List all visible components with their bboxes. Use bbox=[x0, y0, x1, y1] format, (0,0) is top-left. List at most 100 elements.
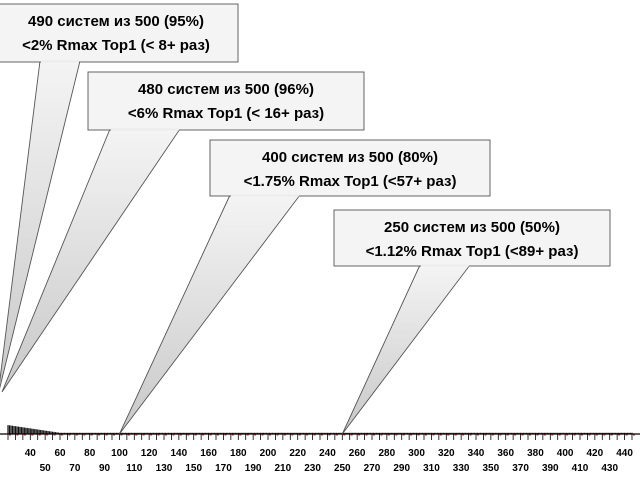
bar bbox=[16, 426, 18, 434]
bar bbox=[20, 427, 22, 434]
x-tick-label-lower: 270 bbox=[364, 463, 381, 474]
callout-2: 480 систем из 500 (96%) <6% Rmax Top1 (< … bbox=[1, 71, 365, 393]
x-tick-label-upper: 340 bbox=[468, 448, 485, 459]
x-tick-label-upper: 380 bbox=[527, 448, 544, 459]
callout-box bbox=[87, 71, 365, 131]
callout-1: 490 систем из 500 (95%) <2% Rmax Top1 (< … bbox=[0, 3, 239, 389]
bar bbox=[10, 425, 12, 434]
callout-line-2: <2% Rmax Top1 (< 8+ раз) bbox=[22, 37, 210, 54]
callout-line-1: 490 систем из 500 (95%) bbox=[28, 13, 204, 30]
bar bbox=[19, 426, 21, 434]
x-tick-label-lower: 230 bbox=[304, 463, 321, 474]
x-tick-label-lower: 190 bbox=[245, 463, 262, 474]
x-tick-label-lower: 390 bbox=[542, 463, 559, 474]
x-tick-label-upper: 260 bbox=[349, 448, 366, 459]
callout-pointer bbox=[341, 264, 471, 435]
bar bbox=[26, 427, 28, 434]
x-tick-label-upper: 300 bbox=[408, 448, 425, 459]
bar bbox=[8, 425, 11, 434]
bar bbox=[54, 432, 57, 434]
x-tick-label-lower: 370 bbox=[512, 463, 529, 474]
x-tick-label-lower: 90 bbox=[99, 463, 111, 474]
bar bbox=[14, 426, 17, 434]
x-tick-label-lower: 410 bbox=[572, 463, 589, 474]
x-tick-label-upper: 80 bbox=[84, 448, 96, 459]
bar bbox=[38, 429, 40, 434]
bar bbox=[53, 431, 55, 434]
bar bbox=[46, 430, 48, 434]
callout-4: 250 систем из 500 (50%) <1.12% Rmax Top1 … bbox=[333, 209, 611, 435]
bar bbox=[32, 428, 34, 434]
x-tick-label-upper: 120 bbox=[141, 448, 158, 459]
x-tick-label-lower: 310 bbox=[423, 463, 440, 474]
callout-box bbox=[0, 3, 239, 63]
callout-pointer bbox=[0, 60, 81, 389]
x-axis: 40 60 80 100 120 140 160 180 200 220 240 260 280 300 3… bbox=[0, 433, 640, 474]
bar bbox=[34, 429, 36, 434]
x-tick-label-upper: 140 bbox=[171, 448, 188, 459]
x-tick-label-upper: 60 bbox=[54, 448, 66, 459]
bar bbox=[13, 425, 15, 434]
bar bbox=[22, 427, 24, 434]
x-tick-label-lower: 210 bbox=[275, 463, 292, 474]
x-tick-label-lower: 290 bbox=[393, 463, 410, 474]
x-tick-label-upper: 420 bbox=[587, 448, 604, 459]
bar bbox=[43, 430, 45, 434]
callout-line-2: <1.12% Rmax Top1 (<89+ раз) bbox=[366, 243, 579, 260]
x-tick-label-upper: 360 bbox=[497, 448, 514, 459]
callouts-layer: 490 систем из 500 (95%) <2% Rmax Top1 (< … bbox=[0, 3, 611, 435]
callout-line-1: 400 систем из 500 (80%) bbox=[262, 149, 438, 166]
bar bbox=[57, 432, 60, 434]
callout-pointer bbox=[119, 194, 301, 435]
x-tick-label-upper: 440 bbox=[616, 448, 633, 459]
bar bbox=[7, 425, 9, 434]
bar bbox=[51, 431, 54, 434]
x-tick-label-upper: 280 bbox=[379, 448, 396, 459]
x-tick-label-upper: 160 bbox=[200, 448, 217, 459]
x-tick-label-upper: 40 bbox=[25, 448, 37, 459]
bar bbox=[11, 425, 14, 434]
bars-layer bbox=[7, 425, 633, 434]
bar bbox=[17, 426, 19, 434]
bar bbox=[50, 431, 52, 434]
bar bbox=[25, 427, 27, 434]
x-tick-label-lower: 430 bbox=[601, 463, 618, 474]
x-tick-label-upper: 240 bbox=[319, 448, 336, 459]
x-tick-label-upper: 220 bbox=[289, 448, 306, 459]
callout-line-1: 480 систем из 500 (96%) bbox=[138, 81, 314, 98]
x-tick-label-lower: 170 bbox=[215, 463, 232, 474]
bar bbox=[23, 427, 25, 434]
bar bbox=[47, 431, 49, 434]
callout-line-1: 250 систем из 500 (50%) bbox=[384, 219, 560, 236]
bar bbox=[35, 429, 37, 434]
bar bbox=[29, 428, 31, 434]
x-tick-label-upper: 180 bbox=[230, 448, 247, 459]
x-tick-label-lower: 330 bbox=[453, 463, 470, 474]
callout-line-2: <6% Rmax Top1 (< 16+ раз) bbox=[128, 105, 324, 122]
bar bbox=[49, 431, 51, 434]
bar bbox=[31, 428, 33, 434]
callout-3: 400 систем из 500 (80%) <1.75% Rmax Top1 … bbox=[119, 139, 491, 435]
bar bbox=[28, 428, 30, 434]
x-tick-label-upper: 320 bbox=[438, 448, 455, 459]
x-tick-label-lower: 350 bbox=[483, 463, 500, 474]
callout-line-2: <1.75% Rmax Top1 (<57+ раз) bbox=[244, 173, 457, 190]
x-tick-label-lower: 150 bbox=[185, 463, 202, 474]
bar bbox=[56, 432, 58, 434]
bar bbox=[44, 430, 46, 434]
callout-box bbox=[333, 209, 611, 267]
x-tick-label-lower: 250 bbox=[334, 463, 351, 474]
x-tick-label-upper: 400 bbox=[557, 448, 574, 459]
x-tick-label-lower: 50 bbox=[40, 463, 52, 474]
x-tick-label-lower: 110 bbox=[126, 463, 143, 474]
bar bbox=[41, 430, 43, 434]
x-tick-label-upper: 200 bbox=[260, 448, 277, 459]
x-tick-label-lower: 70 bbox=[69, 463, 81, 474]
bar bbox=[40, 429, 42, 434]
x-tick-label-lower: 130 bbox=[156, 463, 173, 474]
callout-box bbox=[209, 139, 491, 197]
x-tick-label-upper: 100 bbox=[111, 448, 128, 459]
bar bbox=[37, 429, 39, 434]
